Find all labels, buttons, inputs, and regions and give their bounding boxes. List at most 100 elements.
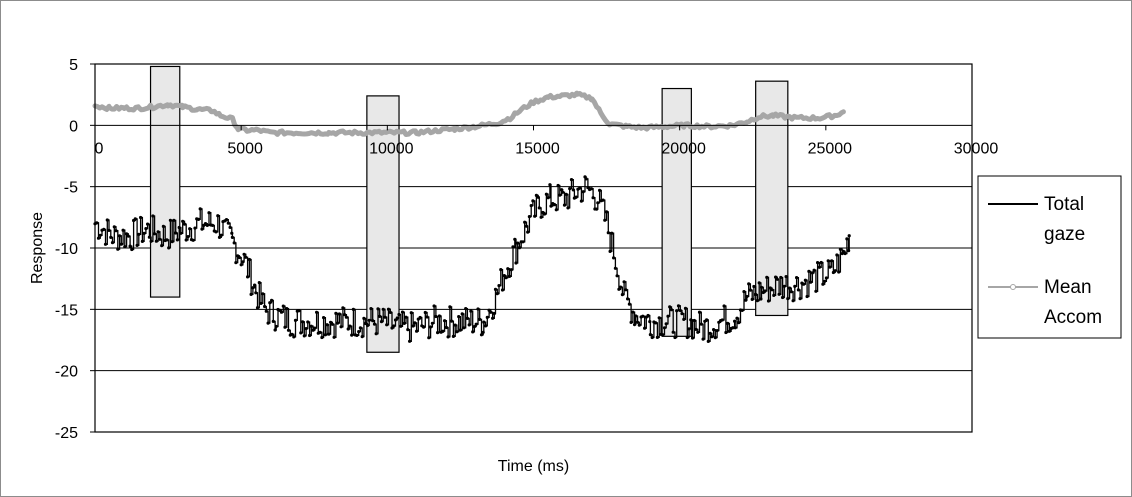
- data-point-total-gaze: [802, 282, 806, 286]
- x-tick-label: 10000: [369, 140, 414, 157]
- data-point-total-gaze: [661, 333, 665, 337]
- data-point-total-gaze: [230, 235, 234, 239]
- data-point-total-gaze: [216, 214, 220, 218]
- data-point-total-gaze: [664, 322, 668, 326]
- data-point-total-gaze: [537, 206, 541, 210]
- data-point-total-gaze: [196, 217, 201, 221]
- data-point-total-gaze: [847, 249, 851, 253]
- data-point-total-gaze: [634, 314, 638, 318]
- data-point-total-gaze: [214, 230, 218, 234]
- data-point-total-gaze: [372, 322, 377, 326]
- data-point-total-gaze: [770, 288, 774, 292]
- data-point-total-gaze: [517, 246, 522, 250]
- data-point-total-gaze: [666, 314, 670, 318]
- data-point-total-gaze: [777, 292, 781, 296]
- data-point-total-gaze: [125, 232, 129, 236]
- y-tick-label: -15: [55, 302, 78, 319]
- data-point-total-gaze: [304, 327, 308, 331]
- y-tick-label: -10: [55, 241, 78, 258]
- data-point-total-gaze: [114, 229, 118, 233]
- data-point-total-gaze: [755, 299, 760, 303]
- data-point-total-gaze: [374, 332, 378, 336]
- data-point-total-gaze: [533, 214, 537, 218]
- data-point-total-gaze: [322, 316, 326, 320]
- data-point-total-gaze: [457, 315, 461, 319]
- data-point-total-gaze: [772, 293, 776, 297]
- data-point-total-gaze: [327, 332, 331, 336]
- data-point-total-gaze: [429, 325, 433, 329]
- data-point-total-gaze: [392, 324, 396, 328]
- data-point-total-gaze: [232, 241, 236, 245]
- highlight-box: [661, 87, 692, 337]
- data-point-total-gaze: [744, 298, 748, 302]
- data-point-total-gaze: [467, 323, 471, 327]
- data-point-total-gaze: [350, 333, 354, 337]
- data-point-total-gaze: [469, 309, 473, 313]
- data-point-total-gaze: [750, 297, 754, 301]
- data-point-total-gaze: [168, 218, 172, 222]
- data-point-total-gaze: [436, 331, 440, 335]
- y-tick-label: -25: [55, 425, 78, 442]
- data-point-total-gaze: [109, 235, 113, 239]
- data-point-total-gaze: [706, 339, 710, 343]
- data-point-total-gaze: [253, 283, 257, 287]
- data-point-total-gaze: [491, 316, 495, 320]
- legend-label-mean-accom-line1: Mean: [1044, 277, 1092, 298]
- data-point-total-gaze: [810, 271, 815, 275]
- data-point-total-gaze: [181, 219, 185, 223]
- data-point-total-gaze: [731, 326, 735, 330]
- data-point-total-gaze: [737, 321, 741, 325]
- data-point-total-gaze: [224, 218, 229, 222]
- data-point-total-gaze: [713, 336, 717, 340]
- data-point-total-gaze: [506, 267, 510, 271]
- data-point-total-gaze: [668, 305, 672, 309]
- data-point-total-gaze: [210, 223, 215, 227]
- data-point-total-gaze: [748, 288, 753, 292]
- data-point-total-gaze: [682, 317, 686, 321]
- data-point-total-gaze: [318, 330, 322, 334]
- data-point-total-gaze: [239, 263, 243, 267]
- data-point-total-gaze: [569, 178, 574, 182]
- data-point-total-gaze: [285, 307, 289, 311]
- legend-label-total-gaze-line1: Total: [1044, 194, 1084, 215]
- data-point-total-gaze: [531, 199, 535, 203]
- data-point-total-gaze: [511, 245, 515, 249]
- data-point-total-gaze: [847, 234, 851, 238]
- data-point-total-gaze: [371, 319, 375, 323]
- data-point-total-gaze: [546, 196, 550, 200]
- data-point-total-gaze: [406, 328, 410, 332]
- data-point-total-gaze: [765, 275, 769, 279]
- data-point-total-gaze: [680, 312, 684, 316]
- data-point-total-gaze: [712, 328, 716, 332]
- data-point-total-gaze: [365, 323, 370, 328]
- data-point-total-gaze: [257, 281, 261, 285]
- x-tick-label: 20000: [661, 140, 706, 157]
- data-point-total-gaze: [493, 287, 498, 291]
- data-point-total-gaze: [448, 305, 452, 309]
- data-point-total-gaze: [251, 286, 255, 290]
- data-point-total-gaze: [521, 240, 525, 244]
- data-point-total-gaze: [137, 232, 141, 236]
- data-point-total-gaze: [446, 335, 450, 339]
- data-point-total-gaze: [430, 321, 434, 325]
- data-point-total-gaze: [255, 306, 260, 310]
- data-point-total-gaze: [432, 304, 436, 308]
- x-tick-labels: 0 5000 10000 15000 20000 25000 30000: [95, 140, 999, 157]
- data-point-total-gaze: [617, 287, 621, 291]
- data-point-total-gaze: [247, 257, 251, 262]
- data-point-total-gaze: [650, 335, 654, 340]
- data-point-total-gaze: [612, 256, 616, 260]
- data-point-total-gaze: [499, 268, 503, 272]
- data-point-total-gaze: [543, 212, 547, 216]
- y-tick-labels: 5 0 -5 -10 -15 -20 -25: [55, 57, 78, 442]
- data-point-total-gaze: [837, 270, 841, 274]
- data-point-total-gaze: [816, 261, 820, 265]
- data-point-total-gaze: [669, 308, 674, 312]
- data-point-total-gaze: [685, 335, 689, 340]
- data-point-total-gaze: [283, 325, 287, 329]
- data-point-total-gaze: [613, 266, 618, 270]
- data-point-total-gaze: [308, 333, 312, 338]
- data-point-total-gaze: [735, 316, 739, 320]
- x-tick-label: 15000: [515, 140, 560, 157]
